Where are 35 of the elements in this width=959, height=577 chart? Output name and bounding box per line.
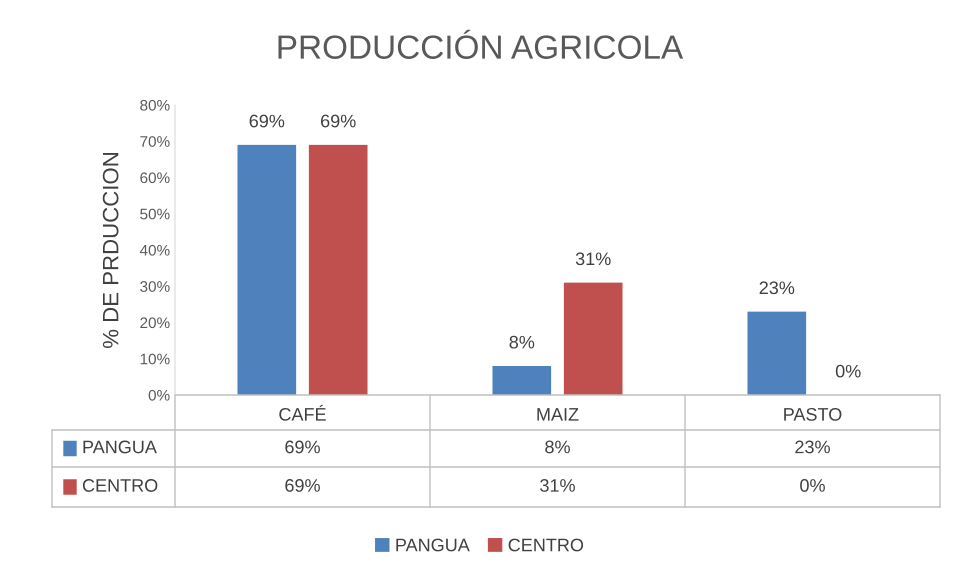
- bar: [492, 366, 552, 395]
- legend-label: CENTRO: [508, 538, 584, 552]
- y-tick-label: 40%: [140, 244, 170, 256]
- y-tick-label: 0%: [148, 390, 170, 401]
- x-tick-label: MAIZ: [537, 408, 578, 421]
- data-label: 23%: [795, 440, 830, 454]
- bar: [747, 312, 806, 395]
- text: CENTRO: [82, 479, 158, 492]
- y-tick-label: 10%: [140, 354, 170, 364]
- y-tick-label: 20%: [140, 317, 170, 328]
- legend-label: PANGUA: [83, 440, 157, 454]
- y-axis-title: % DE PRDUCCION: [102, 153, 119, 348]
- data-label: 69%: [285, 440, 320, 454]
- data-label: 31%: [540, 479, 575, 492]
- text: 69%: [250, 114, 284, 128]
- text: 69%: [321, 114, 356, 128]
- text: PANGUA: [396, 538, 470, 552]
- data-label: 69%: [285, 479, 320, 492]
- y-tick-label: 60%: [140, 172, 170, 184]
- x-tick-label: CAFÉ: [279, 404, 326, 421]
- y-tick-label: 80%: [140, 100, 170, 111]
- y-tick-label: 30%: [140, 281, 170, 292]
- bar: [564, 282, 623, 395]
- y-tick-label: 70%: [140, 136, 170, 147]
- text: 31%: [576, 252, 611, 266]
- data-label: 0%: [800, 479, 825, 492]
- bar: [237, 144, 296, 395]
- x-tick-label: PASTO: [784, 408, 842, 421]
- data-label: 8%: [545, 440, 570, 454]
- text: 23%: [760, 281, 794, 294]
- y-tick-label: 50%: [140, 208, 170, 220]
- chart-title: PRODUCCIÓN AGRICOLA: [278, 30, 684, 59]
- bar: [308, 144, 368, 395]
- text: 0%: [836, 364, 861, 378]
- text: 8%: [510, 336, 534, 349]
